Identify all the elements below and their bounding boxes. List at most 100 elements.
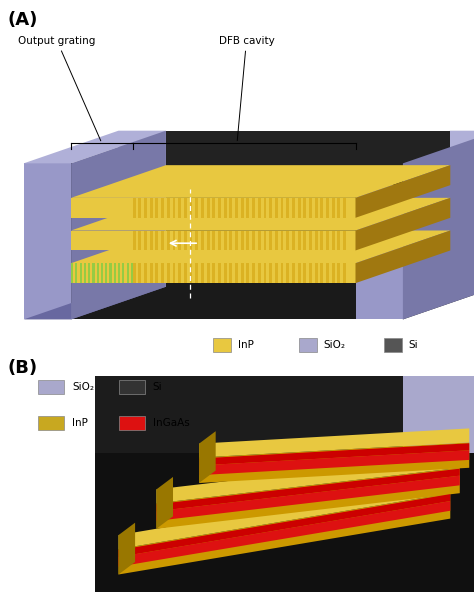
Polygon shape <box>315 231 318 250</box>
Polygon shape <box>229 263 232 283</box>
Polygon shape <box>184 198 187 218</box>
Polygon shape <box>114 263 116 283</box>
Polygon shape <box>356 231 450 283</box>
Polygon shape <box>71 231 356 250</box>
Polygon shape <box>258 231 261 250</box>
Polygon shape <box>281 231 283 250</box>
Polygon shape <box>343 231 346 250</box>
Polygon shape <box>298 198 301 218</box>
Text: SiO₂: SiO₂ <box>72 382 94 392</box>
Polygon shape <box>38 416 64 430</box>
Polygon shape <box>299 338 317 352</box>
Polygon shape <box>190 263 192 283</box>
Polygon shape <box>264 263 266 283</box>
Polygon shape <box>201 263 204 283</box>
Polygon shape <box>246 263 249 283</box>
Polygon shape <box>173 198 175 218</box>
Polygon shape <box>241 263 244 283</box>
Polygon shape <box>118 494 450 557</box>
Text: (B): (B) <box>7 359 37 376</box>
Polygon shape <box>252 198 255 218</box>
Polygon shape <box>150 198 153 218</box>
Polygon shape <box>122 263 124 283</box>
Polygon shape <box>88 263 91 283</box>
Polygon shape <box>356 163 403 319</box>
Polygon shape <box>138 263 141 283</box>
Polygon shape <box>213 338 231 352</box>
Polygon shape <box>258 198 261 218</box>
Polygon shape <box>156 468 460 529</box>
Polygon shape <box>190 231 192 250</box>
Polygon shape <box>84 263 86 283</box>
Polygon shape <box>403 131 474 319</box>
Polygon shape <box>281 263 283 283</box>
Polygon shape <box>95 376 474 453</box>
Polygon shape <box>337 231 340 250</box>
Polygon shape <box>269 263 272 283</box>
Polygon shape <box>184 263 187 283</box>
Polygon shape <box>450 131 474 287</box>
Polygon shape <box>303 231 306 250</box>
Polygon shape <box>207 263 210 283</box>
Polygon shape <box>286 231 289 250</box>
Polygon shape <box>403 131 474 319</box>
Polygon shape <box>138 198 141 218</box>
Text: Si: Si <box>409 340 418 350</box>
Polygon shape <box>109 263 112 283</box>
Polygon shape <box>118 493 450 575</box>
Polygon shape <box>118 479 450 549</box>
Polygon shape <box>156 476 460 521</box>
Text: InGaAs: InGaAs <box>153 418 190 428</box>
Polygon shape <box>156 454 460 503</box>
Polygon shape <box>118 263 120 283</box>
Text: InP: InP <box>72 418 88 428</box>
Polygon shape <box>241 231 244 250</box>
Polygon shape <box>199 450 469 475</box>
Polygon shape <box>92 263 95 283</box>
Polygon shape <box>252 231 255 250</box>
Polygon shape <box>212 231 215 250</box>
Polygon shape <box>207 231 210 250</box>
Polygon shape <box>150 263 153 283</box>
Polygon shape <box>298 263 301 283</box>
Polygon shape <box>95 453 474 592</box>
Polygon shape <box>118 523 135 575</box>
Polygon shape <box>75 263 78 283</box>
Polygon shape <box>320 263 323 283</box>
Polygon shape <box>156 469 460 511</box>
Polygon shape <box>167 263 170 283</box>
Polygon shape <box>118 131 166 287</box>
Polygon shape <box>356 165 450 218</box>
Polygon shape <box>173 263 175 283</box>
Polygon shape <box>38 380 64 394</box>
Polygon shape <box>235 263 238 283</box>
Polygon shape <box>246 231 249 250</box>
Text: InP: InP <box>238 340 254 350</box>
Polygon shape <box>199 443 469 465</box>
Polygon shape <box>144 263 147 283</box>
Polygon shape <box>235 198 238 218</box>
Text: Si: Si <box>153 382 162 392</box>
Polygon shape <box>320 231 323 250</box>
Polygon shape <box>24 163 403 319</box>
Polygon shape <box>118 416 145 430</box>
Polygon shape <box>269 231 272 250</box>
Polygon shape <box>144 231 147 250</box>
Polygon shape <box>156 477 173 529</box>
Polygon shape <box>167 231 170 250</box>
Polygon shape <box>155 263 158 283</box>
Polygon shape <box>199 431 216 483</box>
Polygon shape <box>155 231 158 250</box>
Polygon shape <box>337 263 340 283</box>
Polygon shape <box>71 231 450 263</box>
Polygon shape <box>269 198 272 218</box>
Polygon shape <box>178 231 181 250</box>
Polygon shape <box>24 163 71 319</box>
Polygon shape <box>133 263 136 283</box>
Polygon shape <box>384 338 402 352</box>
Polygon shape <box>356 198 450 250</box>
Polygon shape <box>309 263 312 283</box>
Polygon shape <box>184 231 187 250</box>
Polygon shape <box>24 287 166 319</box>
Polygon shape <box>133 231 136 250</box>
